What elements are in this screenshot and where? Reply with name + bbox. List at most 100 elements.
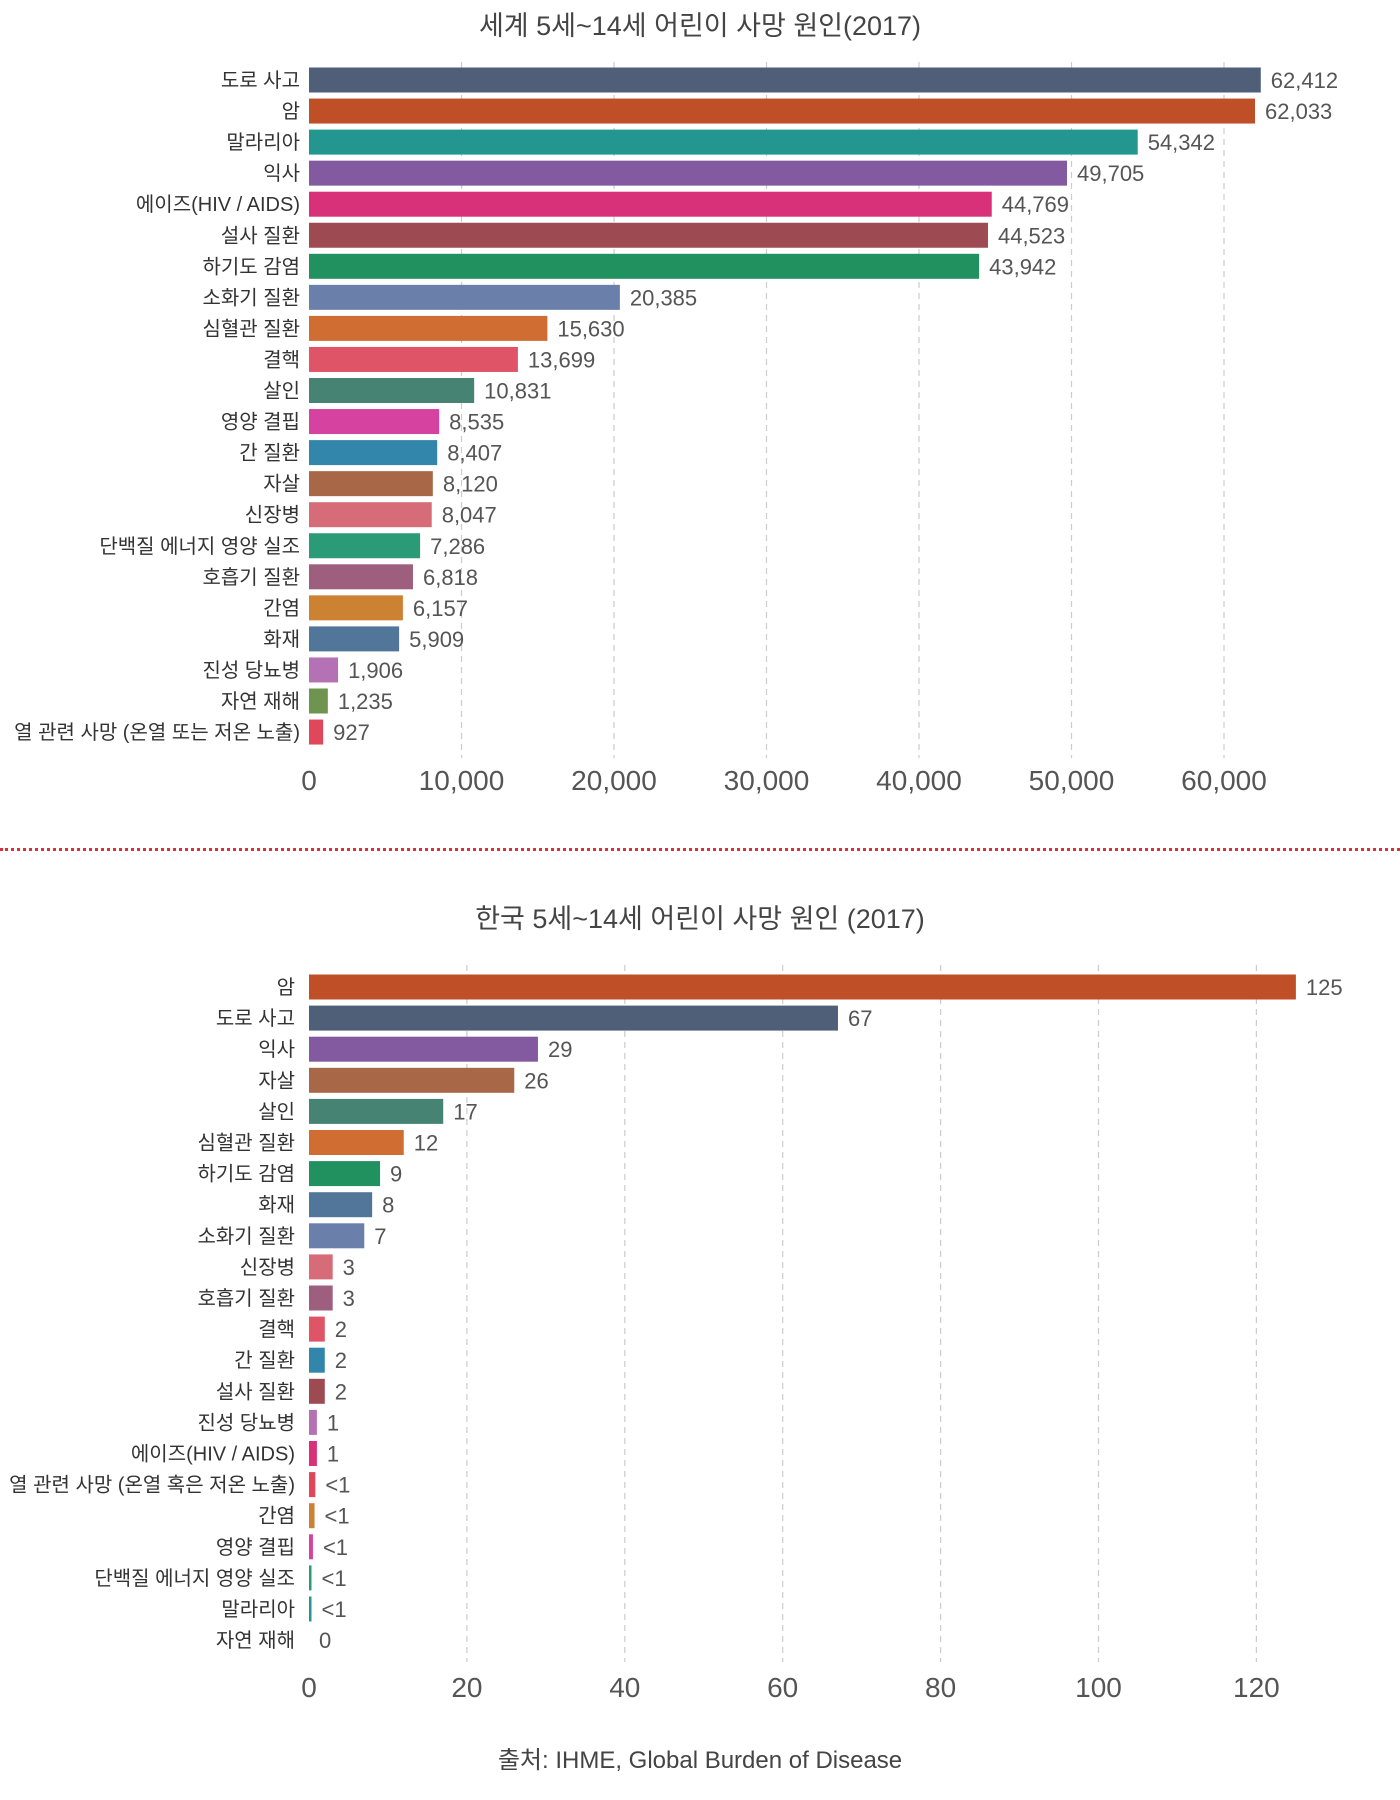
korea-bar [309, 1472, 316, 1498]
chart-title-korea: 한국 5세~14세 어린이 사망 원인 (2017) [475, 904, 925, 934]
korea-bar [309, 1378, 325, 1404]
korea-category-label: 암 [277, 976, 295, 999]
world-value-label: 44,523 [998, 223, 1065, 248]
world-value-label: 8,407 [447, 441, 502, 466]
korea-value-label: 12 [414, 1131, 438, 1156]
world-value-label: 49,705 [1077, 161, 1144, 186]
world-category-label: 신장병 [245, 504, 300, 527]
korea-category-label: 결핵 [258, 1318, 295, 1341]
korea-category-label: 도로 사고 [216, 1007, 295, 1030]
korea-value-label: 2 [335, 1317, 347, 1342]
korea-gridlines [466, 965, 1258, 1662]
korea-category-label: 익사 [258, 1038, 295, 1061]
korea-value-label: 3 [343, 1286, 355, 1311]
korea-bar [309, 1067, 515, 1093]
world-category-label: 단백질 에너지 영양 실조 [99, 535, 300, 558]
world-bar [309, 253, 980, 279]
world-value-label: 8,047 [442, 503, 497, 528]
korea-category-label: 자살 [258, 1069, 295, 1092]
chart-world: 0 10,000 20,000 30,000 40,000 50,000 60,000 도로 … [14, 62, 1338, 796]
world-bar [309, 657, 339, 683]
world-bar [309, 626, 400, 652]
korea-category-label: 자연 재해 [216, 1629, 295, 1652]
korea-category-label: 신장병 [240, 1256, 295, 1279]
korea-value-label: 9 [390, 1162, 402, 1187]
korea-x-tick-label: 60 [767, 1672, 798, 1703]
korea-x-tick-label: 0 [301, 1672, 317, 1703]
korea-bar [309, 1254, 333, 1280]
korea-x-tick-label: 100 [1075, 1672, 1122, 1703]
korea-value-label: 67 [848, 1006, 872, 1031]
korea-bar [309, 1503, 315, 1529]
korea-value-label: 8 [382, 1193, 394, 1218]
world-x-tick-label: 10,000 [419, 765, 505, 796]
world-value-label: 1,235 [338, 689, 393, 714]
korea-value-label: 125 [1306, 975, 1343, 1000]
korea-value-label: 2 [335, 1348, 347, 1373]
world-category-label: 설사 질환 [221, 224, 300, 247]
korea-bar [309, 1161, 381, 1187]
korea-value-label: 17 [453, 1099, 477, 1124]
world-value-label: 44,769 [1002, 192, 1069, 217]
world-bar [309, 160, 1068, 186]
world-value-label: 1,906 [348, 658, 403, 683]
world-value-label: 8,535 [449, 410, 504, 435]
korea-bar [309, 1565, 312, 1591]
korea-category-label: 살인 [258, 1100, 295, 1123]
korea-value-label: 2 [335, 1379, 347, 1404]
korea-bar [309, 1098, 444, 1124]
korea-value-label: 1 [327, 1410, 339, 1435]
world-value-label: 8,120 [443, 472, 498, 497]
world-category-label: 말라리아 [226, 131, 300, 154]
world-category-label: 심혈관 질환 [202, 317, 300, 340]
korea-category-label: 에이즈(HIV / AIDS) [131, 1443, 295, 1466]
world-category-label: 자살 [263, 473, 300, 496]
chart-title-world: 세계 5세~14세 어린이 사망 원인(2017) [478, 11, 922, 41]
world-category-label: 간염 [263, 597, 300, 620]
world-category-label: 소화기 질환 [202, 286, 300, 309]
korea-category-label: 하기도 감염 [197, 1163, 295, 1186]
world-value-label: 62,033 [1265, 99, 1332, 124]
world-value-label: 5,909 [409, 627, 464, 652]
world-bar [309, 440, 438, 466]
world-category-label: 자연 재해 [221, 690, 300, 713]
world-bar [309, 315, 548, 341]
world-category-label: 호흡기 질환 [202, 566, 300, 589]
world-value-label: 54,342 [1148, 130, 1215, 155]
world-bar [309, 533, 421, 559]
korea-category-label: 진성 당뇨병 [197, 1411, 295, 1434]
korea-x-tick-label: 80 [925, 1672, 956, 1703]
world-x-tick-label: 20,000 [571, 765, 657, 796]
korea-x-tick-label: 120 [1233, 1672, 1280, 1703]
section-divider [0, 848, 1400, 851]
world-bar [309, 719, 324, 745]
world-category-label: 화재 [263, 628, 300, 651]
korea-value-label: 26 [524, 1068, 548, 1093]
world-value-label: 43,942 [989, 254, 1056, 279]
world-bar [309, 98, 1256, 124]
world-bar [309, 222, 988, 248]
world-bar [309, 688, 328, 714]
world-bar [309, 409, 440, 435]
world-value-label: 927 [333, 720, 370, 745]
world-category-label: 에이즈(HIV / AIDS) [136, 193, 300, 216]
korea-value-label: 7 [374, 1224, 386, 1249]
world-category-label: 하기도 감염 [202, 255, 300, 278]
korea-value-label: 29 [548, 1037, 572, 1062]
korea-x-tick-label: 20 [451, 1672, 482, 1703]
world-category-label: 익사 [263, 162, 300, 185]
korea-bars [309, 974, 1296, 1622]
korea-category-label: 단백질 에너지 영양 실조 [94, 1567, 295, 1590]
world-bar [309, 471, 433, 497]
world-bars [309, 67, 1261, 745]
korea-bar [309, 1441, 317, 1466]
world-value-label: 15,630 [557, 316, 624, 341]
korea-category-label: 간 질환 [234, 1349, 295, 1372]
world-x-tick-label: 60,000 [1181, 765, 1267, 796]
world-x-tick-label: 50,000 [1029, 765, 1115, 796]
korea-bar [309, 1192, 373, 1218]
korea-category-label: 영양 결핍 [216, 1536, 295, 1559]
korea-bar [309, 974, 1296, 1000]
world-bar [309, 191, 992, 217]
